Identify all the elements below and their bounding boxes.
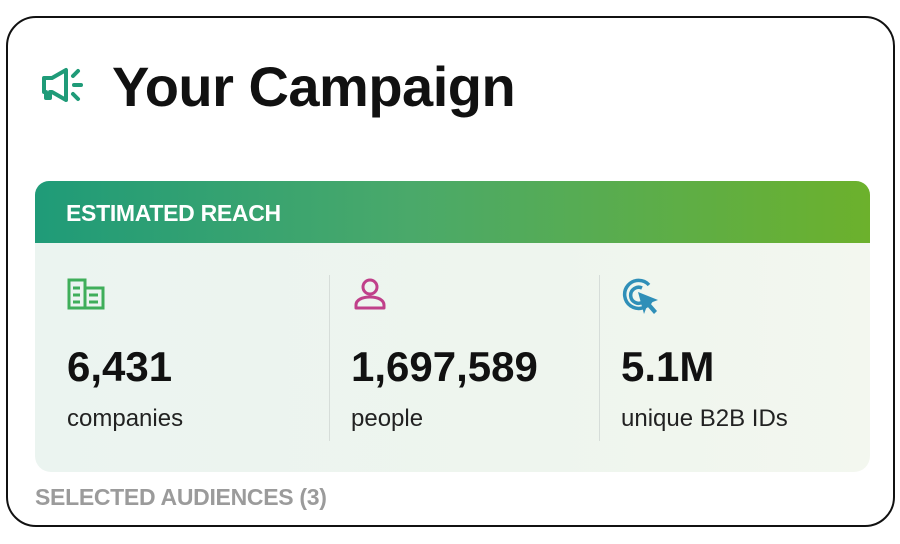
reach-header: ESTIMATED REACH	[35, 181, 870, 243]
stat-companies: 6,431 companies	[67, 277, 183, 432]
megaphone-icon	[42, 68, 83, 102]
stat-ids: 5.1M unique B2B IDs	[621, 277, 788, 432]
stat-label: people	[351, 405, 424, 432]
stat-value: 6,431	[67, 343, 173, 390]
stat-people: 1,697,589 people	[351, 277, 538, 432]
divider	[599, 275, 600, 441]
stat-label: companies	[67, 405, 184, 432]
building-icon	[67, 278, 105, 310]
cursor-icon	[622, 278, 658, 314]
stat-value: 5.1M	[621, 343, 715, 390]
stat-label: unique B2B IDs	[621, 405, 788, 432]
page-title: Your Campaign	[112, 55, 516, 118]
reach-heading: ESTIMATED REACH	[66, 200, 281, 226]
person-icon	[354, 278, 386, 310]
stat-value: 1,697,589	[351, 343, 538, 390]
reach-panel: 6,431 companies 1,697,589 people 5.1M un…	[35, 243, 870, 472]
campaign-card: Your Campaign ESTIMATED REACH 6,431 comp…	[6, 16, 895, 527]
audiences-heading[interactable]: SELECTED AUDIENCES (3)	[35, 484, 327, 510]
divider	[329, 275, 330, 441]
